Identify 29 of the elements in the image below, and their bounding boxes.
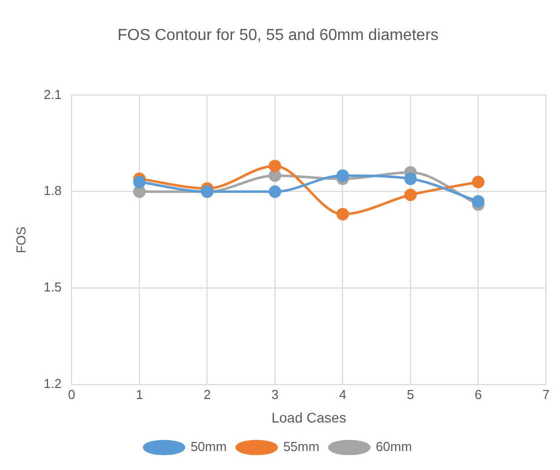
x-tick-label: 6 xyxy=(474,386,482,402)
point xyxy=(268,160,282,172)
x-tick-label: 7 xyxy=(542,386,550,402)
legend-label: 50mm xyxy=(190,439,227,454)
legend-label: 60mm xyxy=(376,439,412,454)
point xyxy=(268,185,282,198)
x-tick-label: 4 xyxy=(339,386,346,402)
point xyxy=(472,195,484,208)
point xyxy=(404,188,417,202)
y-axis-title: FOS xyxy=(13,226,28,254)
point xyxy=(472,176,484,188)
x-tick-label: 3 xyxy=(271,386,279,402)
chart-title: FOS Contour for 50, 55 and 60mm diameters xyxy=(117,27,439,44)
point xyxy=(268,169,282,182)
y-tick-label: 2.1 xyxy=(44,86,62,102)
legend-label: 55mm xyxy=(283,439,320,454)
y-tick-label: 1.2 xyxy=(44,376,62,392)
point xyxy=(336,208,349,220)
point xyxy=(336,169,349,182)
y-tick-label: 1.8 xyxy=(44,183,62,198)
x-axis-title: Load Cases xyxy=(271,409,346,426)
point xyxy=(133,185,146,198)
point xyxy=(404,172,417,186)
x-tick-label: 2 xyxy=(204,386,211,402)
x-tick-label: 1 xyxy=(136,386,144,402)
x-tick-label: 0 xyxy=(68,386,76,402)
point xyxy=(133,176,146,188)
y-tick-label: 1.5 xyxy=(44,280,62,295)
x-tick-label: 5 xyxy=(406,386,414,402)
